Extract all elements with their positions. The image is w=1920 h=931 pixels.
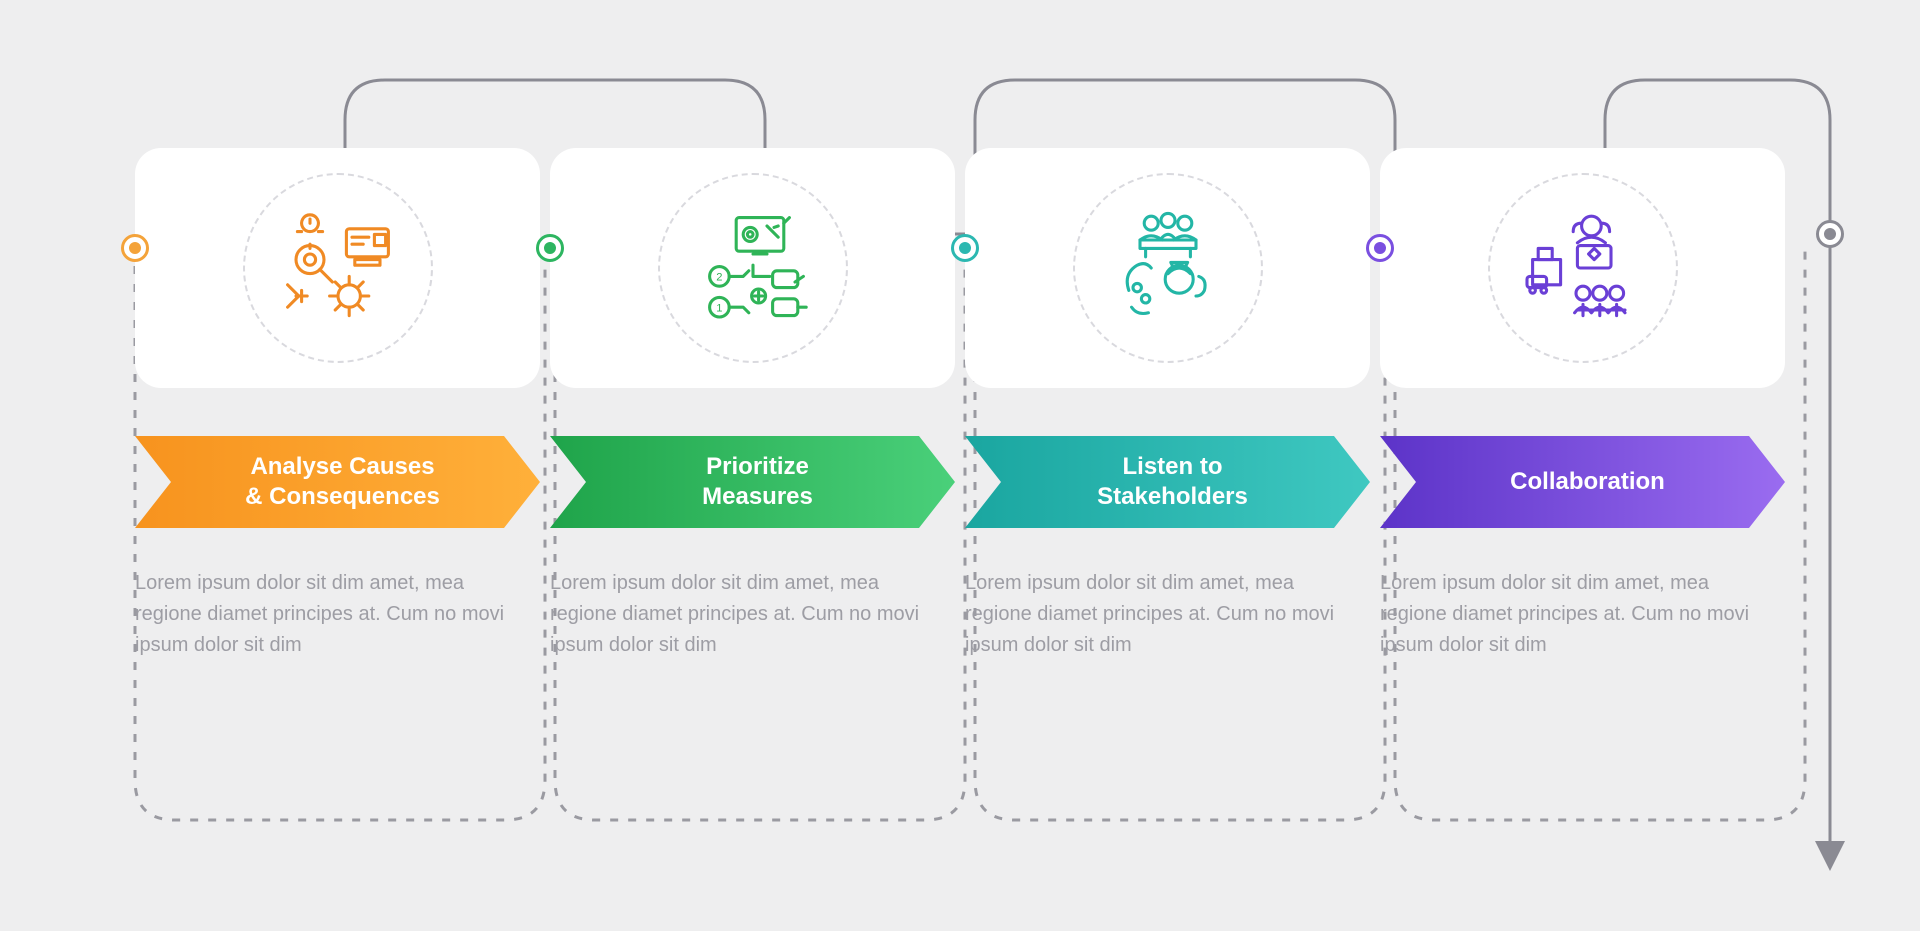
step-prioritize: .step:nth-child(2) .node-dot::after{back…	[550, 148, 955, 661]
svg-text:2: 2	[716, 272, 722, 284]
end-node-dot	[1816, 220, 1844, 248]
icon-dashed-circle	[1488, 173, 1678, 363]
stakeholders-icon	[1098, 198, 1238, 338]
icon-dashed-circle: 2 1	[658, 173, 848, 363]
node-dot: .step:nth-child(3) .node-dot::after{back…	[951, 234, 979, 262]
step-title: Collaboration	[1510, 467, 1665, 497]
step-title: Listen toStakeholders	[1097, 452, 1248, 512]
arrow-band: PrioritizeMeasures	[550, 436, 955, 528]
infographic-canvas: .step:nth-child(1) .node-dot::after{back…	[0, 0, 1920, 931]
node-dot: .step:nth-child(2) .node-dot::after{back…	[536, 234, 564, 262]
icon-card: .step:nth-child(4) .node-dot::after{back…	[1380, 148, 1785, 388]
icon-card: .step:nth-child(3) .node-dot::after{back…	[965, 148, 1370, 388]
step-desc: Lorem ipsum dolor sit dim amet, mea regi…	[965, 568, 1370, 661]
arrow-band: Listen toStakeholders	[965, 436, 1370, 528]
arrow-band: Collaboration	[1380, 436, 1785, 528]
step-collaboration: .step:nth-child(4) .node-dot::after{back…	[1380, 148, 1785, 661]
step-analyse: .step:nth-child(1) .node-dot::after{back…	[135, 148, 540, 661]
collaboration-icon	[1513, 198, 1653, 338]
icon-dashed-circle	[243, 173, 433, 363]
step-listen: .step:nth-child(3) .node-dot::after{back…	[965, 148, 1370, 661]
steps-row: .step:nth-child(1) .node-dot::after{back…	[135, 148, 1785, 661]
step-desc: Lorem ipsum dolor sit dim amet, mea regi…	[1380, 568, 1785, 661]
icon-card: .step:nth-child(2) .node-dot::after{back…	[550, 148, 955, 388]
icon-card: .step:nth-child(1) .node-dot::after{back…	[135, 148, 540, 388]
step-title: Analyse Causes& Consequences	[245, 452, 440, 512]
svg-text:1: 1	[716, 302, 722, 314]
step-title: PrioritizeMeasures	[702, 452, 813, 512]
node-dot: .step:nth-child(1) .node-dot::after{back…	[121, 234, 149, 262]
step-desc: Lorem ipsum dolor sit dim amet, mea regi…	[135, 568, 540, 661]
icon-dashed-circle	[1073, 173, 1263, 363]
prioritize-icon: 2 1	[683, 198, 823, 338]
node-dot: .step:nth-child(4) .node-dot::after{back…	[1366, 234, 1394, 262]
arrow-band: Analyse Causes& Consequences	[135, 436, 540, 528]
analysis-icon	[268, 198, 408, 338]
step-desc: Lorem ipsum dolor sit dim amet, mea regi…	[550, 568, 955, 661]
